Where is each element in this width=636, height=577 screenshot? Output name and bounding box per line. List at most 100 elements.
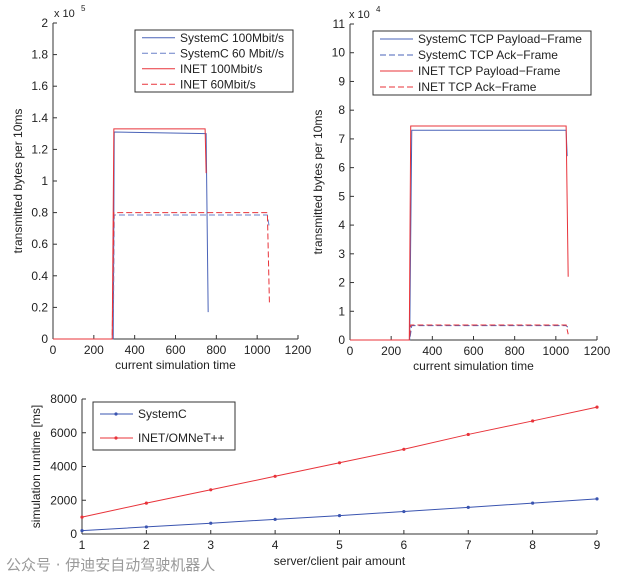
data-point [144, 525, 148, 529]
x-axis-label: server/client pair amount [274, 554, 406, 568]
data-point [80, 529, 84, 533]
y-tick-label: 1.6 [31, 79, 48, 93]
legend-label: SystemC TCP Payload−Frame [418, 32, 582, 46]
data-point [595, 497, 599, 501]
x-tick-label: 800 [206, 343, 226, 357]
y-tick-label: 0.6 [31, 237, 48, 251]
series-line-4 [53, 212, 270, 340]
y-tick-label: 4 [338, 218, 345, 232]
y-tick-label: 2 [41, 16, 48, 30]
series-line-2 [53, 214, 270, 340]
x-tick-label: 1000 [244, 343, 271, 357]
data-point [466, 432, 470, 437]
legend-label: INET 100Mbit/s [180, 62, 262, 76]
series-line-2 [350, 325, 569, 341]
data-point [531, 419, 535, 423]
watermark: 公众号 · 伊迪安自动驾驶机器人 [6, 556, 216, 574]
data-point [402, 447, 406, 451]
x-tick-label: 8 [529, 538, 536, 552]
legend-label: SystemC 60 Mbit//s [180, 46, 284, 60]
y-tick-label: 1 [41, 174, 48, 188]
x-tick-label: 1 [79, 538, 86, 552]
x-tick-label: 0 [50, 343, 57, 357]
y-tick-label: 5 [338, 189, 345, 203]
y-axis-label: simulation runtime [ms] [29, 405, 43, 528]
legend: SystemC INET/OMNeT++ [92, 401, 236, 451]
y-tick-label: 6 [338, 161, 345, 175]
series-line-1 [53, 131, 209, 340]
x-tick-label: 800 [505, 344, 525, 358]
y-tick-label: 2000 [50, 493, 77, 507]
x-tick-label: 5 [336, 538, 343, 552]
y-tick-label: 1.8 [31, 48, 48, 62]
data-point [144, 501, 148, 505]
x-tick-label: 1000 [542, 344, 569, 358]
legend-label: SystemC TCP Ack−Frame [418, 48, 558, 62]
data-point [80, 515, 84, 519]
y-tick-label: 0.2 [31, 300, 48, 314]
x-tick-label: 600 [463, 344, 483, 358]
data-point [595, 405, 599, 409]
legend-box [134, 29, 294, 93]
data-point [466, 505, 470, 509]
y-axis-label: transmitted bytes per 10ms [11, 109, 25, 254]
x-tick-label: 2 [143, 538, 150, 552]
y-tick-label: 3 [338, 247, 345, 261]
x-tick-label: 9 [594, 538, 601, 552]
x-axis-label: current simulation time [115, 358, 236, 372]
y-tick-label: 8000 [50, 392, 77, 406]
series-line-4 [350, 324, 569, 341]
y-tick-label: 6000 [50, 426, 77, 440]
y-tick-label: 4000 [50, 460, 77, 474]
data-point [337, 514, 342, 518]
series-line-3 [350, 125, 569, 341]
data-point [209, 521, 213, 525]
x-tick-label: 200 [381, 344, 401, 358]
legend-label: SystemC [138, 407, 187, 421]
y-tick-label: 9 [338, 74, 345, 88]
legend-marker [114, 412, 118, 416]
x-tick-label: 0 [347, 344, 354, 358]
legend-label: INET TCP Payload−Frame [418, 64, 561, 78]
x-tick-label: 400 [422, 344, 442, 358]
x-tick-label: 1200 [584, 344, 611, 358]
legend-label: SystemC 100Mbit/s [180, 31, 284, 45]
y-exponent-label: x 10 [349, 9, 370, 21]
x-tick-label: 3 [207, 538, 214, 552]
chart-3: 1 2 3 4 5 6 7 8 9 0 2000 4000 6000 8000 server/client … [29, 392, 601, 568]
x-tick-label: 200 [84, 343, 104, 357]
y-tick-label: 0.4 [31, 269, 48, 283]
y-exponent: 4 [376, 5, 381, 14]
y-tick-label: 1.2 [31, 142, 48, 156]
legend-box [92, 401, 236, 451]
series-line-1 [350, 129, 568, 341]
x-tick-label: 6 [401, 538, 408, 552]
y-tick-label: 8 [338, 103, 345, 117]
y-tick-label: 1 [338, 304, 345, 318]
y-tick-label: 11 [333, 17, 346, 31]
x-tick-label: 4 [272, 538, 279, 552]
y-tick-label: 1.4 [31, 111, 48, 125]
y-exponent: 5 [81, 4, 86, 13]
legend-label: INET TCP Ack−Frame [418, 80, 537, 94]
y-tick-label: 0.8 [31, 206, 48, 220]
x-tick-label: 600 [165, 343, 185, 357]
chart-2: 0 200 400 600 800 1000 1200 0 1 2 3 4 5 6 7 8 9 10 11x 10 4… [311, 5, 611, 373]
data-point [337, 461, 342, 465]
legend-box [372, 30, 592, 96]
legend-marker [114, 436, 118, 440]
x-tick-label: 1200 [285, 343, 312, 357]
legend: SystemC TCP Payload−Frame SystemC TCP Ack… [372, 30, 592, 96]
x-axis-label: current simulation time [413, 359, 534, 373]
data-point [273, 474, 277, 478]
data-point [531, 501, 535, 505]
data-point [273, 517, 277, 521]
series-line-3 [53, 128, 207, 340]
data-point [209, 488, 213, 492]
y-axis-label: transmitted bytes per 10ms [311, 110, 325, 255]
chart-1: 0 200 400 600 800 1000 1200 0 0.2 0.4 0.6 0.8 1 1.2 1.… [11, 4, 312, 372]
y-tick-label: 10 [332, 46, 346, 60]
